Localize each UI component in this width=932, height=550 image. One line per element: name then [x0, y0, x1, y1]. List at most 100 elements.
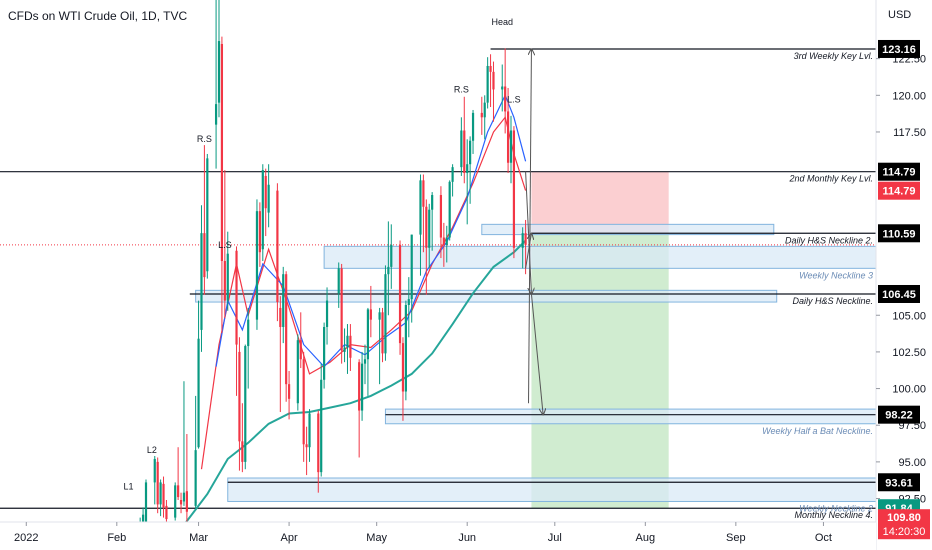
- candle[interactable]: [512, 126, 516, 259]
- candle[interactable]: [428, 203, 431, 269]
- take-profit-zone[interactable]: [531, 233, 669, 509]
- candle[interactable]: [159, 479, 162, 517]
- candle[interactable]: [489, 54, 492, 108]
- candle[interactable]: [279, 296, 282, 413]
- candle[interactable]: [255, 199, 259, 330]
- candle[interactable]: [480, 96, 483, 135]
- candle[interactable]: [460, 117, 463, 176]
- candle[interactable]: [492, 61, 495, 122]
- candle[interactable]: [431, 192, 434, 251]
- candle[interactable]: [226, 231, 229, 311]
- candle[interactable]: [206, 153, 209, 279]
- candle[interactable]: [469, 136, 472, 204]
- candle[interactable]: [153, 456, 156, 505]
- candle[interactable]: [483, 95, 486, 140]
- candle[interactable]: [337, 262, 340, 308]
- candle[interactable]: [197, 300, 200, 449]
- candle[interactable]: [463, 96, 466, 184]
- candle[interactable]: [340, 263, 343, 364]
- candle[interactable]: [466, 139, 469, 225]
- candle[interactable]: [378, 307, 381, 385]
- candle[interactable]: [287, 370, 291, 420]
- candle[interactable]: [504, 48, 507, 134]
- current-price-badge[interactable]: 109.80 14:20:30: [878, 509, 930, 540]
- candle[interactable]: [235, 246, 238, 396]
- candle[interactable]: [343, 328, 346, 363]
- candle[interactable]: [247, 307, 250, 389]
- candle[interactable]: [308, 409, 311, 462]
- candle[interactable]: [422, 174, 425, 253]
- zone-2[interactable]: [323, 245, 877, 269]
- time-scale-background[interactable]: [0, 522, 876, 550]
- candle[interactable]: [267, 164, 270, 228]
- candle[interactable]: [390, 224, 393, 289]
- candle[interactable]: [381, 307, 384, 363]
- candle[interactable]: [425, 199, 428, 295]
- price-scale-background[interactable]: [876, 0, 932, 550]
- candle[interactable]: [486, 57, 489, 109]
- zone-1[interactable]: [481, 223, 775, 236]
- candle[interactable]: [296, 334, 299, 411]
- candle[interactable]: [384, 265, 387, 361]
- candle[interactable]: [439, 186, 443, 259]
- candle[interactable]: [264, 168, 267, 237]
- candle[interactable]: [410, 234, 413, 323]
- candle[interactable]: [203, 145, 206, 295]
- candle[interactable]: [220, 36, 224, 333]
- candle[interactable]: [261, 164, 264, 261]
- candle[interactable]: [223, 170, 226, 319]
- candle[interactable]: [369, 285, 372, 338]
- price-badge[interactable]: 114.79: [878, 181, 920, 200]
- candle[interactable]: [282, 266, 285, 344]
- candle[interactable]: [404, 300, 407, 401]
- candle[interactable]: [244, 344, 247, 470]
- candle[interactable]: [200, 205, 203, 352]
- candle[interactable]: [442, 222, 445, 267]
- candle[interactable]: [162, 476, 165, 518]
- price-badge[interactable]: 98.22: [878, 405, 920, 424]
- candle[interactable]: [419, 174, 422, 276]
- stop-loss-zone[interactable]: [531, 171, 669, 234]
- candle[interactable]: [360, 351, 364, 421]
- candle[interactable]: [401, 337, 405, 421]
- candle[interactable]: [156, 457, 159, 514]
- zone-4[interactable]: [384, 408, 877, 425]
- candle[interactable]: [194, 395, 197, 509]
- candle[interactable]: [320, 363, 323, 477]
- candle[interactable]: [302, 351, 305, 462]
- projection-arrow-3[interactable]: [530, 293, 543, 415]
- candle[interactable]: [317, 410, 320, 493]
- candle[interactable]: [524, 219, 527, 275]
- candle[interactable]: [506, 87, 510, 174]
- candle[interactable]: [358, 359, 361, 458]
- candle[interactable]: [445, 225, 448, 263]
- candle[interactable]: [398, 240, 402, 355]
- candle[interactable]: [346, 324, 349, 374]
- price-badge[interactable]: 114.79: [878, 162, 920, 181]
- candle[interactable]: [174, 482, 177, 521]
- candle[interactable]: [501, 64, 504, 112]
- projection-arrow-1[interactable]: [529, 49, 532, 404]
- zone-3[interactable]: [195, 289, 778, 303]
- candle[interactable]: [177, 447, 180, 501]
- candle[interactable]: [305, 426, 308, 476]
- candle[interactable]: [363, 344, 367, 385]
- candle[interactable]: [521, 227, 524, 269]
- price-badge[interactable]: 93.61: [878, 473, 920, 492]
- candle[interactable]: [182, 381, 186, 506]
- candle[interactable]: [241, 403, 244, 473]
- candle[interactable]: [238, 337, 241, 471]
- projection-arrow-4[interactable]: [525, 233, 532, 269]
- price-badge[interactable]: 106.45: [878, 284, 920, 303]
- candle[interactable]: [276, 183, 279, 322]
- candle[interactable]: [179, 492, 183, 514]
- candle[interactable]: [185, 434, 188, 522]
- candle[interactable]: [509, 115, 513, 184]
- candle[interactable]: [387, 221, 390, 316]
- candle[interactable]: [299, 312, 302, 369]
- candle[interactable]: [258, 202, 261, 267]
- candle[interactable]: [407, 277, 410, 338]
- candle[interactable]: [366, 307, 370, 396]
